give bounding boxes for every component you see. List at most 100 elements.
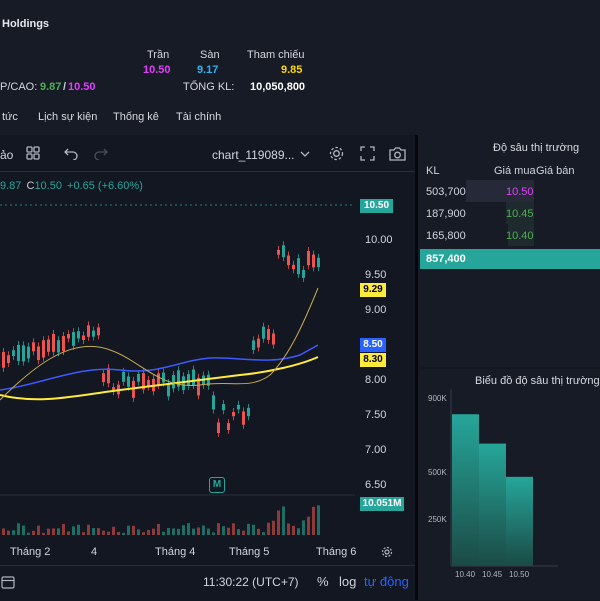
volume-bar [187, 523, 190, 535]
candle-body [287, 255, 290, 266]
ma-gold-tag: 9.29 [360, 283, 386, 297]
ohlc-legend: 9.87 C10.50 +0.65 (+6.60%) [0, 180, 143, 192]
volume-bar [62, 524, 65, 535]
depth-row-price: 10.40 [506, 230, 534, 242]
chart-layout-name[interactable]: chart_119089... [212, 148, 295, 162]
volume-bar [267, 522, 270, 535]
candle-body [107, 368, 110, 384]
candle-body [167, 383, 170, 397]
log-scale-toggle[interactable]: log [339, 574, 357, 589]
candle-body [62, 336, 65, 352]
candle-body [7, 355, 10, 363]
volume-bar [217, 523, 220, 535]
candle-body [127, 376, 130, 387]
tab-statistics[interactable]: Thống kê [113, 111, 159, 123]
reference-price: 9.85 [281, 64, 303, 76]
tab-events[interactable]: Lịch sự kiện [38, 111, 98, 123]
candle-body [57, 340, 60, 353]
date-range-icon[interactable] [1, 575, 15, 592]
candle-body [252, 340, 255, 350]
last-price-tag: 10.50 [360, 199, 393, 213]
candle-body [207, 374, 210, 386]
percent-scale-toggle[interactable]: % [317, 574, 329, 589]
price-tick: 7.00 [365, 444, 387, 456]
volume-bar [177, 528, 180, 535]
depth-chart-title: Biểu đồ độ sâu thị trường [475, 375, 600, 387]
candle-body [232, 411, 235, 417]
depth-total: 857,400 [426, 253, 466, 265]
volume-bar [162, 531, 165, 535]
candle-body [312, 254, 315, 268]
clock-time[interactable]: 11:30:22 (UTC+7) [203, 575, 299, 589]
volume-bar [277, 510, 280, 535]
candle-body [182, 376, 185, 391]
market-depth-panel: Độ sâu thị trường KL Giá mua Giá bán 503… [418, 135, 600, 367]
volume-bar [137, 529, 140, 535]
redo-icon[interactable] [94, 146, 108, 163]
panel-divider [415, 135, 418, 600]
col-ask: Giá bán [536, 165, 575, 177]
low-price: 9.87 [40, 81, 62, 93]
settings-icon[interactable] [328, 145, 345, 165]
volume-bar [122, 532, 125, 535]
volume-bar [42, 532, 45, 535]
ceiling-price: 10.50 [143, 64, 171, 76]
volume-bar [57, 528, 60, 535]
depth-row-price: 10.45 [506, 208, 534, 220]
volume-bar [257, 528, 260, 535]
chevron-down-icon[interactable] [300, 147, 310, 162]
candle-body [212, 395, 215, 410]
depth-row[interactable]: 165,800 10.40 [418, 224, 600, 246]
volume-bar [97, 528, 100, 535]
volume-bar [222, 526, 225, 535]
tab-news[interactable]: tức [2, 111, 18, 123]
volume-bar [197, 527, 200, 535]
volume-bar [227, 527, 230, 535]
volume-bar [157, 523, 160, 535]
volume-bar [47, 528, 50, 535]
candle-body [302, 269, 305, 278]
volume-bar [192, 528, 195, 535]
volume-bar [117, 531, 120, 535]
depth-row[interactable]: 503,700 10.50 [418, 180, 600, 202]
candle-body [222, 404, 225, 411]
candlestick-plot [0, 204, 355, 535]
event-marker[interactable]: M [209, 477, 225, 493]
axis-settings-icon[interactable] [381, 546, 393, 561]
tab-finance[interactable]: Tài chính [176, 111, 222, 123]
auto-scale-toggle[interactable]: tự động [364, 574, 409, 589]
volume-bar [212, 532, 215, 535]
candle-body [52, 333, 55, 352]
candle-body [177, 370, 180, 387]
volume-tag: 10.051M [360, 497, 404, 511]
price-chart[interactable] [0, 137, 415, 601]
company-title: Holdings [2, 18, 50, 30]
chart-footer: 11:30:22 (UTC+7) % log tự động [0, 565, 415, 601]
volume-bar [172, 528, 175, 535]
candle-body [82, 335, 85, 340]
camera-icon[interactable] [389, 146, 406, 164]
depth-row-volume: 187,900 [426, 208, 466, 220]
time-tick: Tháng 6 [316, 546, 357, 558]
volume-bar [112, 526, 115, 535]
col-bid: Giá mua [494, 165, 536, 177]
grid-icon[interactable] [26, 146, 40, 163]
volume-bar [107, 531, 110, 535]
candle-body [187, 374, 190, 386]
depth-row-volume: 165,800 [426, 230, 466, 242]
depth-chart-panel: Biểu đồ độ sâu thị trường 900K 500K 250K… [418, 369, 600, 600]
volume-bar [12, 530, 15, 535]
col-volume: KL [426, 165, 440, 177]
candle-body [282, 245, 285, 258]
undo-icon[interactable] [64, 146, 78, 163]
chart-toolbar: ảo chart_119089... [0, 137, 415, 172]
fullscreen-icon[interactable] [360, 146, 375, 164]
low-high-label: P/CAO: [0, 81, 38, 93]
volume-bar [297, 528, 300, 535]
depth-row[interactable]: 187,900 10.45 [418, 202, 600, 224]
indicators-button[interactable]: ảo [0, 148, 14, 162]
volume-bar [167, 528, 170, 535]
candle-body [262, 326, 265, 339]
candle-body [307, 250, 310, 266]
volume-bar [17, 523, 20, 535]
